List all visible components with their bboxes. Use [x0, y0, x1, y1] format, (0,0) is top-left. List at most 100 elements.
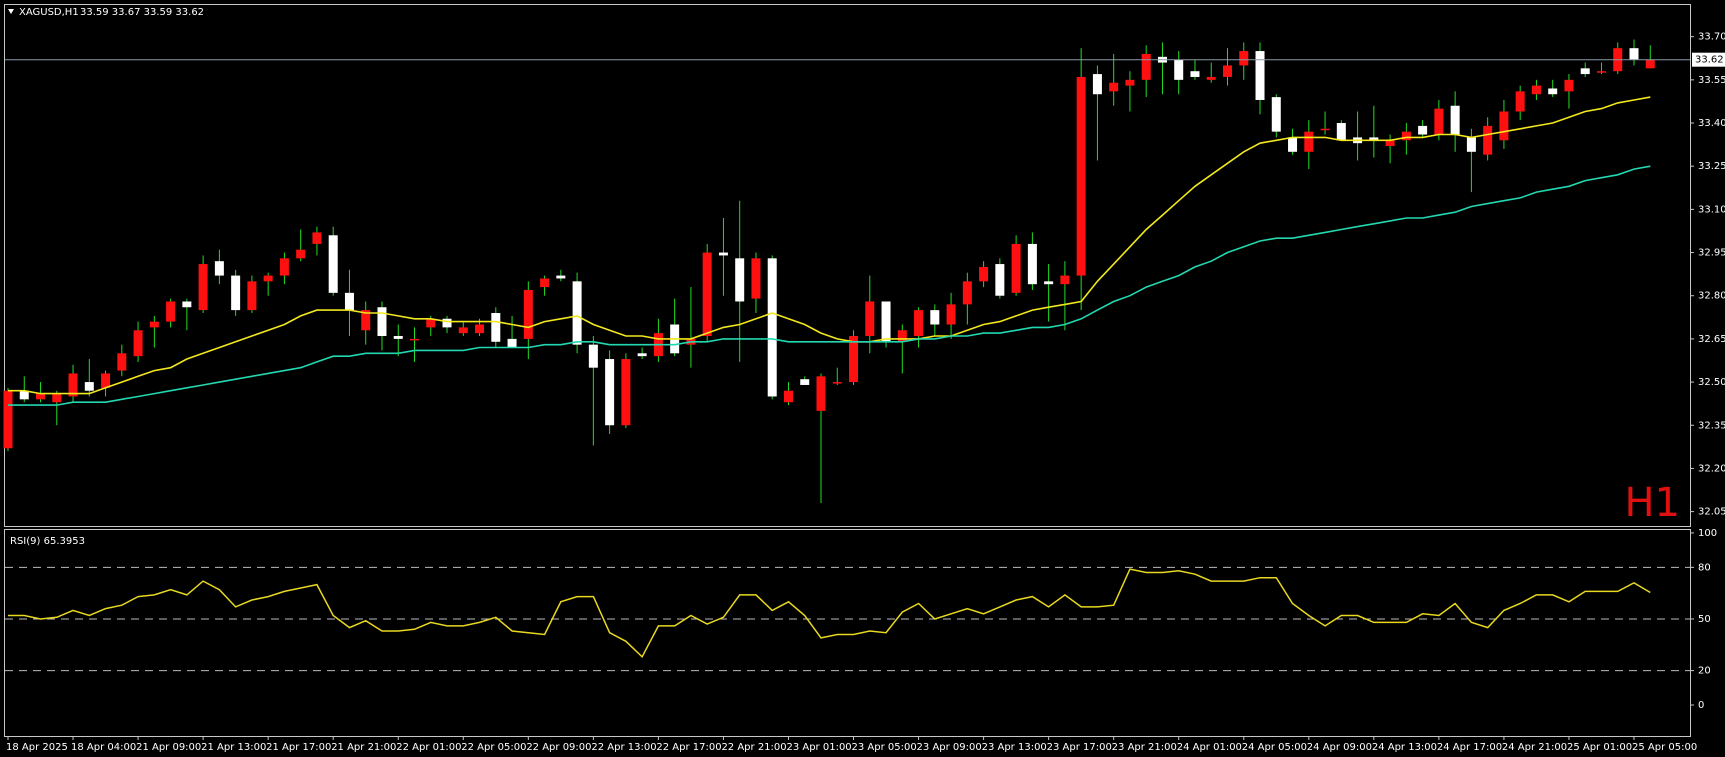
y-tick-label: 33.55	[1698, 75, 1725, 86]
candle-body	[1531, 85, 1541, 95]
candle-body	[1239, 51, 1249, 66]
candle-body	[1466, 137, 1476, 152]
candle-body	[1450, 105, 1460, 135]
candle-body	[572, 281, 582, 345]
candle-body	[214, 261, 224, 276]
rsi-title: RSI(9) 65.3953	[10, 536, 85, 547]
y-tick-label: 80	[1698, 562, 1711, 573]
candle-body	[377, 307, 387, 337]
candle-body	[36, 393, 46, 400]
candle-body	[1190, 71, 1200, 77]
candle-body	[68, 373, 78, 397]
candle-body	[149, 321, 159, 328]
candle-body	[1434, 108, 1444, 135]
candle-body	[19, 390, 29, 400]
y-tick-label: 32.95	[1698, 248, 1725, 259]
candle-body	[718, 252, 728, 256]
candle-body	[1141, 53, 1151, 80]
candle-body	[1044, 281, 1054, 285]
x-tick-label: 22 Apr 21:00	[721, 742, 786, 753]
candle-body	[1027, 243, 1037, 285]
y-tick-label: 32.05	[1698, 507, 1725, 518]
x-tick-label: 18 Apr 04:00	[71, 742, 136, 753]
candle-body	[540, 278, 550, 288]
candle-body	[767, 258, 777, 397]
candle-body	[1109, 82, 1119, 92]
candle-body	[588, 344, 598, 368]
y-tick-label: 32.50	[1698, 377, 1725, 388]
candle-body	[361, 310, 371, 331]
x-tick-label: 25 Apr 01:00	[1567, 742, 1632, 753]
candle-body	[946, 304, 956, 325]
candle-body	[279, 258, 289, 276]
candle-body	[393, 336, 403, 339]
y-tick-label: 33.40	[1698, 118, 1725, 129]
current-price-box	[1692, 52, 1725, 67]
candle-body	[751, 258, 761, 299]
y-tick-label: 33.10	[1698, 204, 1725, 215]
candle-body	[1125, 79, 1135, 86]
candle-body	[442, 318, 452, 328]
x-tick-label: 24 Apr 17:00	[1437, 742, 1502, 753]
candle-body	[702, 252, 712, 337]
candle-body	[1076, 76, 1086, 276]
candle-body	[735, 258, 745, 302]
candle-body	[783, 390, 793, 403]
y-tick-label: 32.35	[1698, 420, 1725, 431]
candle-body	[1401, 131, 1411, 141]
y-tick-label: 32.80	[1698, 291, 1725, 302]
candle-body	[1092, 74, 1102, 95]
candle-body	[1515, 91, 1525, 112]
x-tick-label: 18 Apr 2025	[6, 742, 68, 753]
symbol-title: XAGUSD,H1	[19, 7, 79, 18]
candle-body	[1385, 140, 1395, 147]
candle-body	[166, 301, 176, 322]
candle-body	[881, 301, 891, 342]
candle-body	[263, 275, 273, 282]
candle-body	[1645, 59, 1655, 69]
candle-body	[1580, 68, 1590, 75]
x-tick-label: 21 Apr 13:00	[201, 742, 266, 753]
x-tick-label: 23 Apr 09:00	[917, 742, 982, 753]
x-tick-label: 22 Apr 01:00	[396, 742, 461, 753]
candle-body	[84, 382, 94, 391]
candle-body	[897, 330, 907, 342]
rsi-panel	[4, 529, 1691, 737]
candle-body	[231, 275, 241, 311]
x-tick-label: 23 Apr 13:00	[982, 742, 1047, 753]
candle-body	[507, 338, 517, 348]
candle-body	[1369, 137, 1379, 141]
candle-body	[1548, 88, 1558, 95]
candle-body	[1564, 79, 1574, 92]
candle-body	[930, 310, 940, 325]
candle-body	[410, 338, 419, 341]
candle-body	[1060, 275, 1070, 285]
candle-body	[556, 275, 566, 279]
candle-body	[1223, 65, 1232, 77]
candle-body	[849, 336, 859, 383]
candle-body	[458, 327, 468, 334]
candle-body	[816, 376, 826, 411]
x-tick-label: 21 Apr 17:00	[266, 742, 331, 753]
candle-body	[995, 264, 1005, 296]
candle-body	[296, 249, 306, 259]
candle-body	[605, 359, 615, 426]
menu-arrow[interactable]	[8, 9, 14, 14]
x-tick-label: 24 Apr 05:00	[1242, 742, 1307, 753]
y-tick-label: 20	[1698, 666, 1711, 677]
x-tick-label: 24 Apr 01:00	[1177, 742, 1242, 753]
candle-body	[1011, 243, 1021, 293]
candle-body	[1174, 59, 1184, 80]
y-tick-label: 50	[1698, 614, 1711, 625]
main-panel	[4, 4, 1691, 527]
candle-body	[475, 324, 485, 334]
candle-body	[1255, 51, 1265, 100]
x-tick-label: 24 Apr 13:00	[1372, 742, 1437, 753]
y-tick-label: 33.25	[1698, 161, 1725, 172]
candle-body	[1288, 137, 1298, 152]
candle-body	[491, 312, 501, 342]
rsi-line	[8, 568, 1651, 659]
timeframe-watermark: H1	[1624, 480, 1680, 526]
candle-body	[914, 310, 924, 337]
candle-body	[133, 330, 143, 357]
